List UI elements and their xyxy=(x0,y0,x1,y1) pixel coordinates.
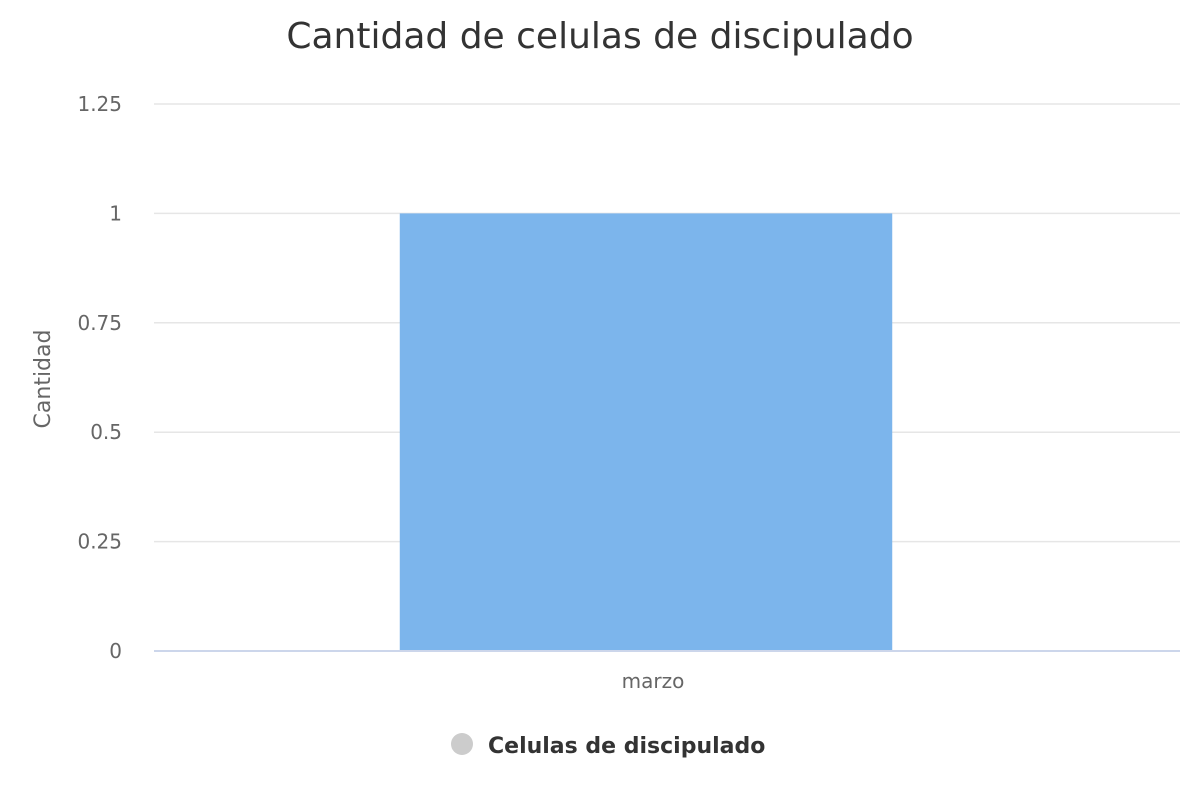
x-axis-tick-labels: marzo xyxy=(622,669,685,693)
x-tick-label: marzo xyxy=(622,669,685,693)
y-tick-label: 0 xyxy=(109,639,122,663)
y-tick-label: 0.5 xyxy=(90,420,122,444)
y-tick-label: 0.25 xyxy=(77,530,122,554)
y-tick-label: 0.75 xyxy=(77,311,122,335)
chart-title: Cantidad de celulas de discipulado xyxy=(286,16,913,57)
y-axis-title: Cantidad xyxy=(31,330,56,429)
y-axis-tick-labels: 0 0.25 0.5 0.75 1 1.25 xyxy=(77,92,122,663)
bars xyxy=(399,213,893,651)
y-tick-label: 1.25 xyxy=(77,92,122,116)
legend[interactable]: Celulas de discipulado xyxy=(451,733,765,759)
y-tick-label: 1 xyxy=(109,201,122,225)
bar[interactable] xyxy=(399,213,893,651)
legend-marker-icon xyxy=(451,733,473,755)
legend-item-label[interactable]: Celulas de discipulado xyxy=(488,734,765,759)
